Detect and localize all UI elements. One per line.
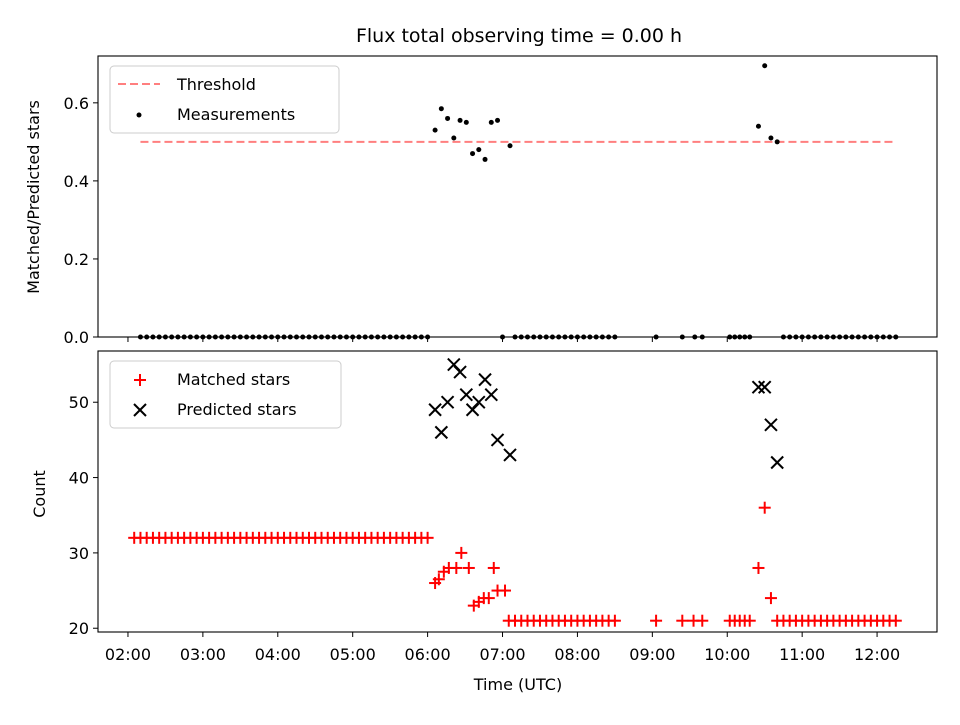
x-tick-label: 12:00 (854, 645, 900, 664)
measurement-point (457, 117, 463, 123)
matched-star-point (487, 561, 500, 574)
legend-predicted-label: Predicted stars (177, 400, 297, 419)
measurement-point (495, 117, 501, 123)
bottom-legend-box (109, 360, 342, 429)
predicted-star-point (478, 372, 492, 387)
top-y-tick-label: 0.4 (64, 172, 89, 191)
measurement-point (488, 119, 494, 125)
bottom-y-tick-label: 50 (69, 393, 89, 412)
matched-star-point (499, 584, 512, 597)
top-legend-box (109, 65, 340, 134)
x-tick-label: 04:00 (255, 645, 301, 664)
measurement-point (470, 151, 476, 157)
measurement-point (445, 115, 451, 121)
chart-title: Flux total observing time = 0.00 h (356, 25, 682, 47)
predicted-star-point (757, 380, 772, 394)
top-x-axis-ticks (127, 337, 878, 342)
bottom-y-tick-label: 20 (69, 619, 89, 638)
matched-star-point (450, 561, 463, 574)
predicted-star-point (459, 387, 474, 402)
bottom-legend: Matched stars Predicted stars (109, 360, 342, 429)
matched-star-point (462, 561, 475, 574)
top-plot-panel: 0.0 0.2 0.4 0.6 Matched/Predicted stars Thr… (24, 55, 938, 347)
x-tick-label: 10:00 (704, 645, 750, 664)
top-axes-frame (97, 55, 938, 338)
bottom-axes-frame (97, 350, 938, 633)
legend-threshold-label: Threshold (176, 75, 256, 94)
x-tick-label: 03:00 (180, 645, 226, 664)
top-legend: Threshold Measurements (109, 65, 340, 134)
matched-star-point (764, 592, 777, 605)
predicted-star-point (751, 380, 766, 394)
x-tick-label: 06:00 (405, 645, 451, 664)
matched-star-point (743, 614, 756, 627)
matched-star-point (421, 531, 434, 544)
x-tick-label: 11:00 (779, 645, 825, 664)
matched-star-point (696, 614, 709, 627)
legend-measurements-swatch (136, 112, 142, 118)
measurement-point (762, 63, 768, 69)
measurement-point (463, 119, 469, 125)
x-axis-label: Time (UTC) (473, 675, 562, 694)
predicted-star-point (453, 365, 467, 379)
predicted-star-point (770, 455, 784, 470)
top-y-tick-label: 0.0 (64, 328, 89, 347)
legend-matched-label: Matched stars (177, 370, 290, 389)
measurement-point (476, 147, 482, 153)
x-tick-label: 08:00 (554, 645, 600, 664)
predicted-star-point (428, 403, 442, 417)
matched-star-point (758, 501, 771, 514)
measurement-point (438, 106, 444, 112)
bottom-x-axis-ticks: 02:00 03:00 04:00 05:00 06:00 07:00 08:00 09:00… (105, 632, 900, 664)
matched-star-point (676, 614, 689, 627)
legend-matched-swatch (134, 374, 146, 386)
x-tick-label: 02:00 (105, 645, 151, 664)
measurement-point (774, 139, 780, 145)
measurement-point (451, 135, 457, 141)
bottom-y-tick-label: 40 (69, 469, 89, 488)
bottom-y-axis-label: Count (30, 470, 49, 518)
predicted-star-point (440, 395, 455, 409)
measurement-point (482, 156, 488, 162)
matched-star-point (650, 614, 663, 627)
predicted-star-point (484, 387, 498, 402)
matched-star-point (889, 614, 902, 627)
predicted-star-point (490, 433, 505, 447)
x-tick-label: 05:00 (330, 645, 376, 664)
top-y-axis-label: Matched/Predicted stars (24, 100, 43, 294)
top-y-tick-label: 0.6 (64, 94, 89, 113)
matched-star-point (752, 561, 765, 574)
bottom-plot-marks (128, 357, 902, 627)
x-tick-label: 07:00 (479, 645, 525, 664)
top-y-axis-ticks: 0.0 0.2 0.4 0.6 (64, 94, 98, 347)
measurement-point (768, 135, 774, 141)
top-y-tick-label: 0.2 (64, 250, 89, 269)
legend-measurements-label: Measurements (177, 105, 295, 124)
matched-star-point (432, 573, 445, 586)
matched-star-point (455, 546, 468, 559)
measurement-point (755, 123, 761, 129)
x-tick-label: 09:00 (629, 645, 675, 664)
predicted-star-point (503, 448, 517, 462)
predicted-star-point (434, 425, 449, 440)
matched-star-point (482, 592, 495, 605)
measurement-point (432, 127, 438, 133)
bottom-y-tick-label: 30 (69, 544, 89, 563)
predicted-star-point (764, 418, 778, 432)
measurement-point (507, 143, 513, 149)
legend-predicted-swatch (133, 403, 147, 417)
predicted-star-point (472, 395, 486, 409)
matched-star-point (608, 614, 621, 627)
bottom-y-axis-ticks: 20 30 40 50 (69, 393, 98, 638)
